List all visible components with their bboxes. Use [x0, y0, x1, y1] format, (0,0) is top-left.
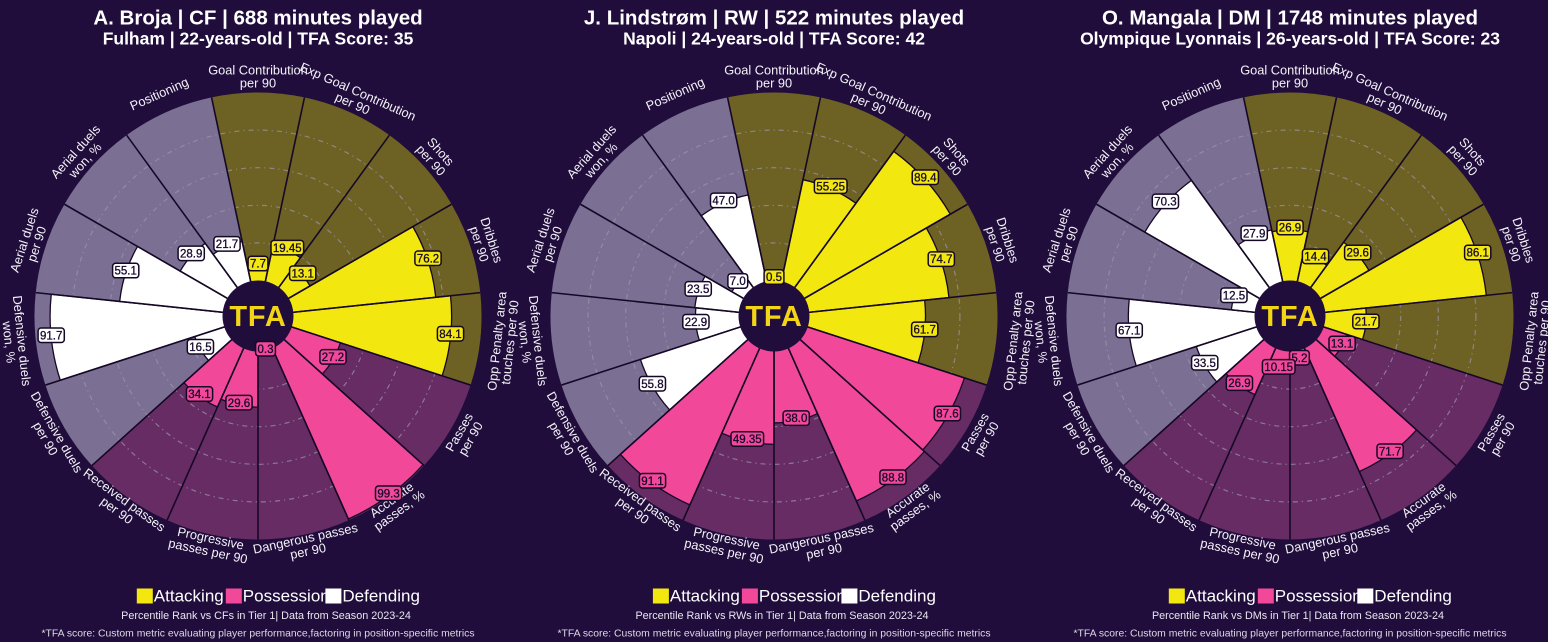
svg-text:22.9: 22.9 [685, 317, 707, 329]
svg-text:Napoli | 24-years-old | TFA Sc: Napoli | 24-years-old | TFA Score: 42 [623, 29, 925, 49]
svg-text:*TFA score: Custom metric eval: *TFA score: Custom metric evaluating pla… [41, 629, 474, 640]
svg-text:*TFA score: Custom metric eval: *TFA score: Custom metric evaluating pla… [557, 629, 990, 640]
svg-text:Defending: Defending [342, 587, 420, 606]
svg-text:55.1: 55.1 [115, 266, 137, 278]
svg-text:Attacking: Attacking [1186, 587, 1256, 606]
svg-text:67.1: 67.1 [1118, 326, 1140, 338]
svg-text:O. Mangala | DM | 1748 minutes: O. Mangala | DM | 1748 minutes played [1102, 7, 1478, 30]
svg-text:0.3: 0.3 [258, 344, 274, 356]
svg-text:23.5: 23.5 [687, 284, 709, 296]
svg-text:86.1: 86.1 [1467, 248, 1489, 260]
svg-text:33.5: 33.5 [1194, 358, 1216, 370]
svg-text:Possession: Possession [1275, 587, 1362, 606]
svg-text:84.1: 84.1 [439, 329, 461, 341]
svg-text:29.6: 29.6 [1347, 248, 1369, 260]
svg-text:16.5: 16.5 [189, 342, 211, 354]
svg-text:Fulham | 22-years-old | TFA Sc: Fulham | 22-years-old | TFA Score: 35 [103, 29, 414, 49]
svg-text:Percentile Rank vs CFs in Tier: Percentile Rank vs CFs in Tier 1| Data f… [121, 610, 411, 622]
svg-text:49.35: 49.35 [733, 434, 762, 446]
svg-text:Passesper 90: Passesper 90 [1474, 410, 1519, 460]
svg-text:14.4: 14.4 [1304, 251, 1327, 263]
svg-text:A. Broja | CF | 688 minutes pl: A. Broja | CF | 688 minutes played [93, 7, 422, 30]
svg-text:99.3: 99.3 [377, 488, 399, 500]
svg-text:88.8: 88.8 [882, 472, 904, 484]
svg-text:Goal Contributionper 90: Goal Contribution per 90 [208, 63, 308, 91]
svg-text:21.7: 21.7 [1355, 317, 1377, 329]
svg-text:34.1: 34.1 [188, 389, 210, 401]
svg-text:28.9: 28.9 [180, 249, 202, 261]
svg-text:TFA: TFA [745, 301, 802, 333]
svg-text:38.0: 38.0 [785, 413, 807, 425]
svg-text:26.9: 26.9 [1279, 223, 1301, 235]
svg-text:13.1: 13.1 [1331, 339, 1353, 351]
svg-text:Attacking: Attacking [670, 587, 740, 606]
svg-text:13.1: 13.1 [292, 268, 314, 280]
svg-text:7.0: 7.0 [730, 276, 746, 288]
svg-text:Possession: Possession [759, 587, 846, 606]
svg-text:87.6: 87.6 [936, 409, 958, 421]
svg-text:55.25: 55.25 [816, 181, 845, 193]
svg-text:27.2: 27.2 [322, 352, 344, 364]
svg-text:12.5: 12.5 [1223, 290, 1245, 302]
svg-text:Possession: Possession [243, 587, 330, 606]
svg-text:21.7: 21.7 [216, 239, 238, 251]
svg-text:Goal Contributionper 90: Goal Contribution per 90 [724, 63, 824, 91]
svg-text:61.7: 61.7 [914, 324, 936, 336]
svg-text:55.8: 55.8 [641, 379, 663, 391]
svg-text:27.9: 27.9 [1243, 228, 1265, 240]
svg-text:19.45: 19.45 [273, 243, 302, 255]
svg-text:76.2: 76.2 [417, 253, 439, 265]
svg-text:74.7: 74.7 [930, 254, 952, 266]
svg-text:Goal Contributionper 90: Goal Contribution per 90 [1240, 63, 1340, 91]
svg-text:Olympique Lyonnais | 26-years-: Olympique Lyonnais | 26-years-old | TFA … [1080, 29, 1500, 49]
svg-text:89.4: 89.4 [914, 172, 937, 184]
svg-text:70.3: 70.3 [1154, 196, 1176, 208]
svg-text:TFA: TFA [1261, 301, 1318, 333]
svg-text:71.7: 71.7 [1379, 446, 1401, 458]
svg-text:J. Lindstrøm | RW | 522 minute: J. Lindstrøm | RW | 522 minutes played [584, 7, 964, 30]
svg-text:TFA: TFA [229, 301, 286, 333]
svg-text:91.7: 91.7 [40, 330, 62, 342]
svg-text:29.6: 29.6 [228, 398, 250, 410]
svg-text:10.15: 10.15 [1264, 362, 1293, 374]
svg-text:Percentile Rank vs DMs in Tier: Percentile Rank vs DMs in Tier 1| Data f… [1152, 610, 1444, 622]
svg-text:26.9: 26.9 [1228, 378, 1250, 390]
svg-text:47.0: 47.0 [712, 195, 734, 207]
svg-text:Defending: Defending [1374, 587, 1452, 606]
svg-text:Attacking: Attacking [154, 587, 224, 606]
svg-text:91.1: 91.1 [641, 476, 663, 488]
svg-text:*TFA score: Custom metric eval: *TFA score: Custom metric evaluating pla… [1073, 629, 1506, 640]
svg-text:Percentile Rank vs RWs in Tier: Percentile Rank vs RWs in Tier 1| Data f… [635, 610, 928, 622]
svg-text:0.5: 0.5 [766, 272, 782, 284]
svg-text:7.7: 7.7 [250, 259, 266, 271]
svg-text:Defending: Defending [858, 587, 936, 606]
